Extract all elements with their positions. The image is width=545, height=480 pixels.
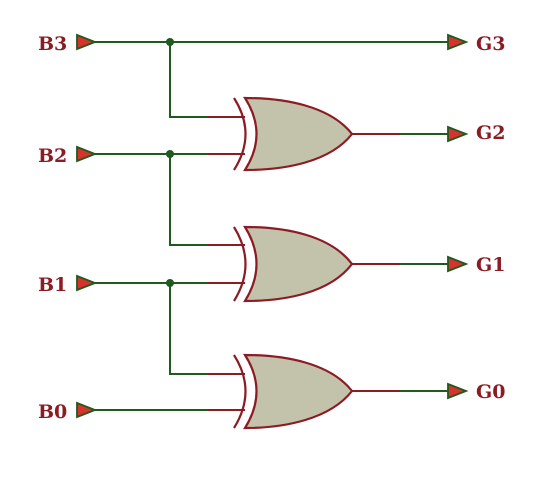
input-terminal-b0[interactable]: [76, 401, 98, 419]
wire-b1-branch: [169, 283, 207, 375]
output-label-g1: G1: [476, 254, 505, 276]
output-label-g2: G2: [476, 122, 505, 144]
wire-b3-branch: [169, 42, 207, 118]
xor-gate-body: [242, 353, 354, 430]
xor-gate-g0[interactable]: [207, 353, 400, 430]
wire-b2-branch: [169, 154, 207, 246]
output-terminal-g0[interactable]: [447, 382, 469, 400]
junction-dot-b3: [166, 38, 174, 46]
output-terminal-g3[interactable]: [447, 33, 469, 51]
input-label-b3: B3: [38, 33, 67, 55]
junction-dot-b1: [166, 279, 174, 287]
input-label-b0: B0: [38, 401, 67, 423]
xor-gate-input-arc: [233, 354, 247, 429]
xor-gate-g1[interactable]: [207, 225, 400, 303]
input-label-b2: B2: [38, 145, 67, 167]
input-terminal-b2[interactable]: [76, 145, 98, 163]
xor-gate-input-arc: [233, 226, 247, 302]
xor-gate-body: [243, 225, 354, 303]
output-label-g3: G3: [476, 33, 505, 55]
junction-dot-b2: [166, 150, 174, 158]
input-terminal-b3[interactable]: [76, 33, 98, 51]
input-label-b1: B1: [38, 274, 67, 296]
output-label-g0: G0: [476, 381, 505, 403]
xor-gate-g2[interactable]: [207, 96, 400, 172]
output-terminal-g1[interactable]: [447, 255, 469, 273]
input-terminal-b1[interactable]: [76, 274, 98, 292]
xor-gate-input-arc: [233, 97, 247, 171]
xor-gate-body: [242, 96, 354, 172]
output-terminal-g2[interactable]: [447, 125, 469, 143]
